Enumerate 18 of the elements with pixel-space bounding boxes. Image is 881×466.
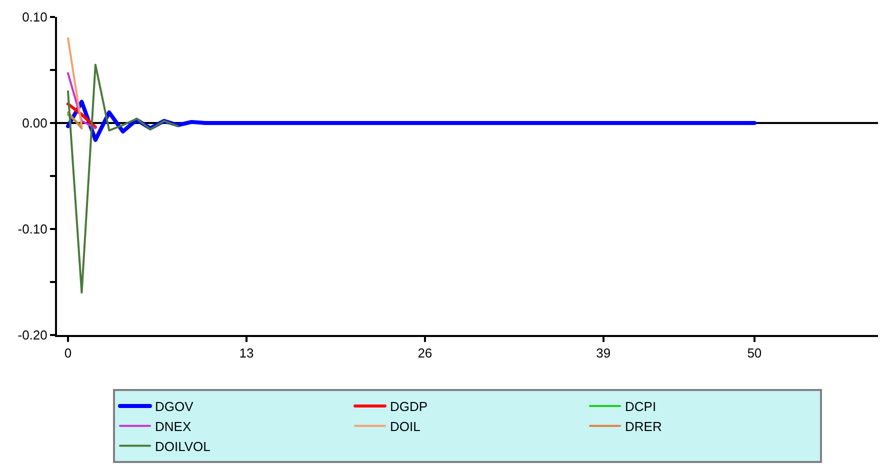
line-series [66, 100, 756, 142]
legend-label: DRER [625, 418, 662, 434]
x-tick-label: 13 [239, 346, 254, 361]
y-tick-label: -0.20 [18, 328, 48, 343]
line-series [66, 64, 179, 294]
legend-label: DNEX [155, 418, 192, 434]
legend-label: DGDP [390, 399, 428, 414]
x-tick-label: 39 [596, 346, 611, 361]
legend-label: DOILVOL [155, 438, 210, 454]
legend-label: DGOV [155, 399, 194, 414]
y-tick-label: 0.00 [22, 116, 48, 131]
x-tick-label: 50 [747, 346, 762, 361]
x-tick-label: 26 [418, 346, 432, 361]
y-tick-label: -0.10 [18, 222, 48, 237]
y-tick-label: 0.10 [22, 10, 48, 25]
legend-label: DOIL [390, 418, 420, 434]
x-tick-label: 0 [64, 346, 72, 361]
legend-label: DCPI [625, 399, 656, 414]
